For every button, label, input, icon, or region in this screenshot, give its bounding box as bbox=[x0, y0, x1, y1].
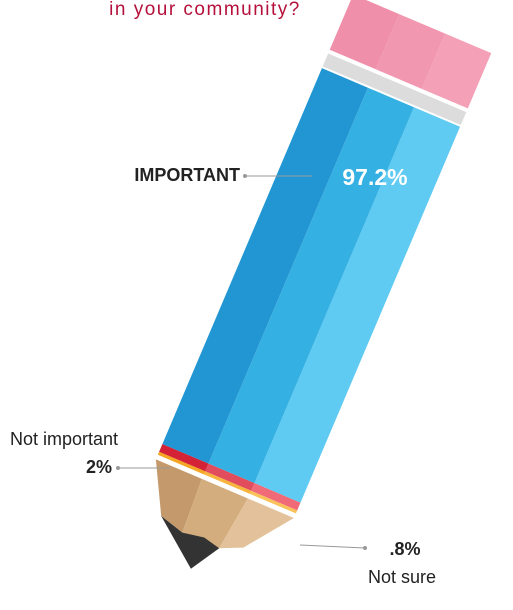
pencil-segment bbox=[159, 443, 209, 472]
leader-line bbox=[299, 544, 366, 549]
pencil-segment bbox=[249, 490, 298, 514]
value-label: .8% bbox=[389, 539, 420, 559]
wood bbox=[182, 478, 248, 549]
pencil-segment bbox=[157, 451, 206, 475]
eraser bbox=[421, 33, 492, 109]
pencil-segment bbox=[203, 471, 252, 494]
pencil bbox=[155, 0, 492, 569]
category-label: Not important bbox=[10, 429, 118, 449]
ferrule bbox=[322, 53, 467, 125]
category-label: IMPORTANT bbox=[134, 165, 240, 185]
leader-dot bbox=[243, 174, 247, 178]
pencil-segment bbox=[251, 483, 301, 511]
pencil-segment bbox=[162, 68, 368, 464]
value-label: 97.2% bbox=[342, 164, 407, 190]
pencil-segment bbox=[254, 107, 460, 503]
eraser bbox=[375, 14, 446, 89]
category-label: Not sure bbox=[368, 567, 436, 587]
wood bbox=[155, 459, 202, 533]
eraser bbox=[329, 0, 400, 70]
graphite bbox=[161, 515, 220, 569]
leader-dot bbox=[116, 466, 120, 470]
pencil-segment bbox=[205, 463, 255, 491]
value-label: 2% bbox=[86, 457, 112, 477]
pencil-segment bbox=[208, 87, 414, 484]
leader-dot bbox=[363, 546, 367, 550]
wood bbox=[219, 498, 294, 549]
chart-title: in your community? bbox=[109, 0, 301, 20]
